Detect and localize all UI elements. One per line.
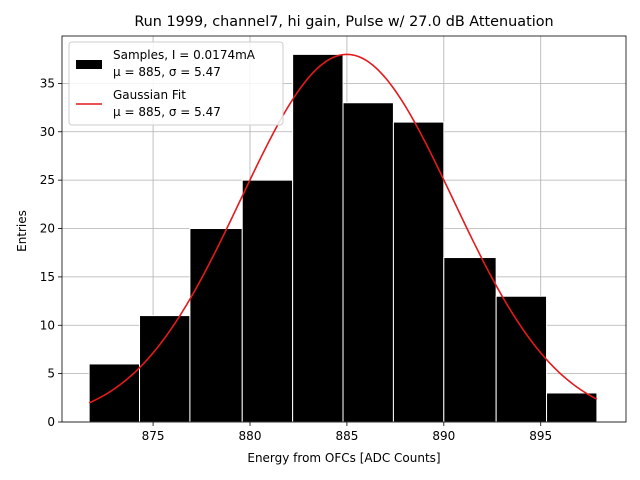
legend-label-fit-line1: Gaussian Fit <box>113 88 186 102</box>
legend-label-samples-line2: μ = 885, σ = 5.47 <box>113 65 221 79</box>
y-tick-label-4: 20 <box>40 222 55 236</box>
y-tick-label-3: 15 <box>40 270 55 284</box>
histogram-bar-0 <box>88 363 141 423</box>
histogram-bar-8 <box>495 295 548 423</box>
y-axis-label: Entries <box>15 210 29 252</box>
x-tick-label-1: 880 <box>239 429 262 443</box>
legend: Samples, I = 0.0174mA μ = 885, σ = 5.47 … <box>68 41 284 126</box>
plot-frame <box>61 35 627 423</box>
histogram-bar-9 <box>546 392 598 423</box>
x-tick-label-4: 895 <box>529 429 552 443</box>
x-axis-label: Energy from OFCs [ADC Counts] <box>247 451 440 465</box>
y-axis-ticks: 0 5 10 15 20 25 30 35 <box>40 76 62 429</box>
y-tick-label-7: 35 <box>40 76 55 90</box>
histogram-bar-3 <box>241 179 294 423</box>
legend-frame <box>68 41 284 126</box>
gaussian-fit-line <box>88 53 598 404</box>
y-tick-label-1: 5 <box>47 367 55 381</box>
histogram-bars <box>88 53 598 423</box>
x-tick-label-3: 890 <box>432 429 455 443</box>
x-tick-label-2: 885 <box>335 429 358 443</box>
histogram-bar-4 <box>292 53 344 423</box>
gaussian-fit <box>88 53 598 404</box>
legend-label-samples-line1: Samples, I = 0.0174mA <box>113 48 256 62</box>
histogram-bar-6 <box>392 121 445 423</box>
histogram-bar-2 <box>189 228 243 423</box>
chart-title: Run 1999, channel7, hi gain, Pulse w/ 27… <box>134 14 553 30</box>
y-tick-label-5: 25 <box>40 173 55 187</box>
y-tick-label-2: 10 <box>40 318 55 332</box>
histogram-bar-5 <box>342 102 394 423</box>
histogram-bar-1 <box>139 315 191 423</box>
histogram-bar-7 <box>443 257 497 423</box>
y-tick-label-0: 0 <box>47 415 55 429</box>
x-tick-label-0: 875 <box>142 429 165 443</box>
legend-swatch-samples <box>76 60 102 69</box>
y-tick-label-6: 30 <box>40 125 55 139</box>
legend-label-fit-line2: μ = 885, σ = 5.47 <box>113 105 221 119</box>
x-axis-ticks: 875 880 885 890 895 <box>142 422 552 443</box>
